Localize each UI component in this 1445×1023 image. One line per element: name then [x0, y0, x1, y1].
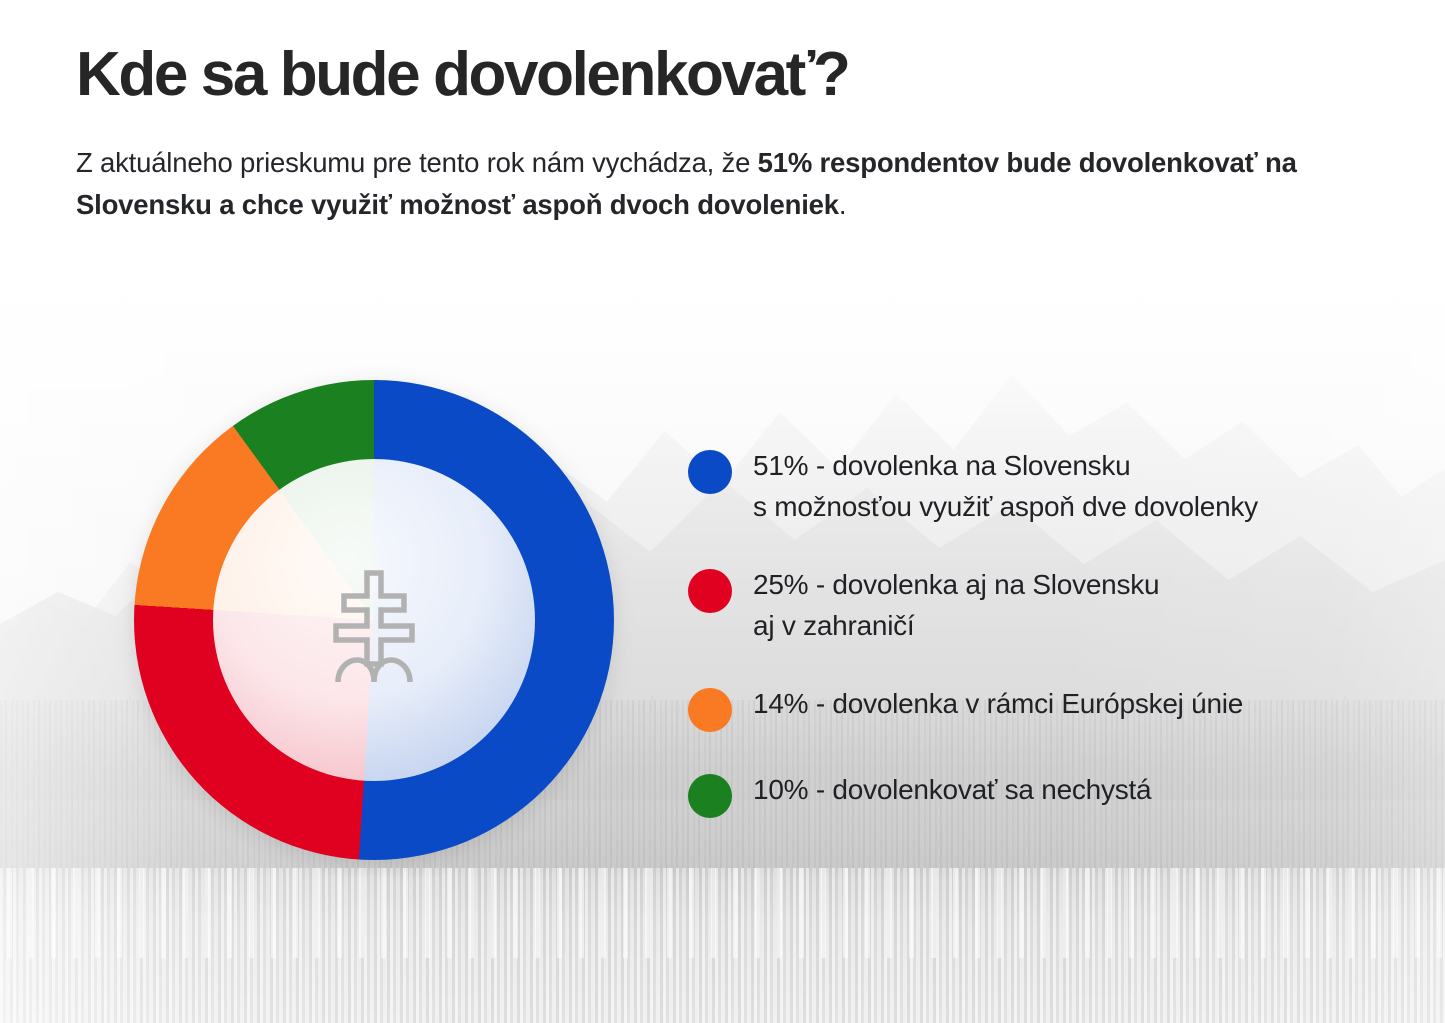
legend-item[interactable]: 51% - dovolenka na Slovensku s možnosťou…: [688, 446, 1388, 527]
legend-item-label: 51% - dovolenka na Slovensku s možnosťou…: [753, 450, 1258, 522]
page-title: Kde sa bude dovolenkovať?: [76, 40, 851, 109]
header: Kde sa bude dovolenkovať? Z aktuálneho p…: [76, 44, 1376, 226]
background-lake: [0, 868, 1445, 1023]
donut-chart: [134, 380, 614, 860]
legend-item[interactable]: 25% - dovolenka aj na Slovensku aj v zah…: [688, 565, 1388, 646]
subtitle-text-tail: .: [838, 188, 847, 220]
legend-color-dot-icon: [688, 688, 732, 733]
legend-item-label: 14% - dovolenka v rámci Európskej únie: [753, 688, 1244, 720]
legend-color-dot-icon: [688, 569, 732, 614]
background-lake-reflection: [0, 868, 1445, 958]
donut-center: [213, 459, 535, 781]
legend-item-label: 10% - dovolenkovať sa nechystá: [753, 774, 1152, 806]
chart-legend: 51% - dovolenka na Slovensku s možnosťou…: [688, 446, 1388, 819]
legend-color-dot-icon: [688, 450, 732, 494]
page-subtitle: Z aktuálneho prieskumu pre tento rok nám…: [76, 142, 1306, 226]
legend-item[interactable]: 10% - dovolenkovať sa nechystá: [688, 770, 1388, 819]
legend-color-dot-icon: [688, 774, 732, 819]
slovak-double-cross-icon: [333, 570, 415, 683]
subtitle-text-lead: Z aktuálneho prieskumu pre tento rok nám…: [76, 147, 758, 178]
legend-item[interactable]: 14% - dovolenka v rámci Európskej únie: [688, 684, 1388, 733]
legend-item-label: 25% - dovolenka aj na Slovensku aj v zah…: [753, 569, 1160, 641]
